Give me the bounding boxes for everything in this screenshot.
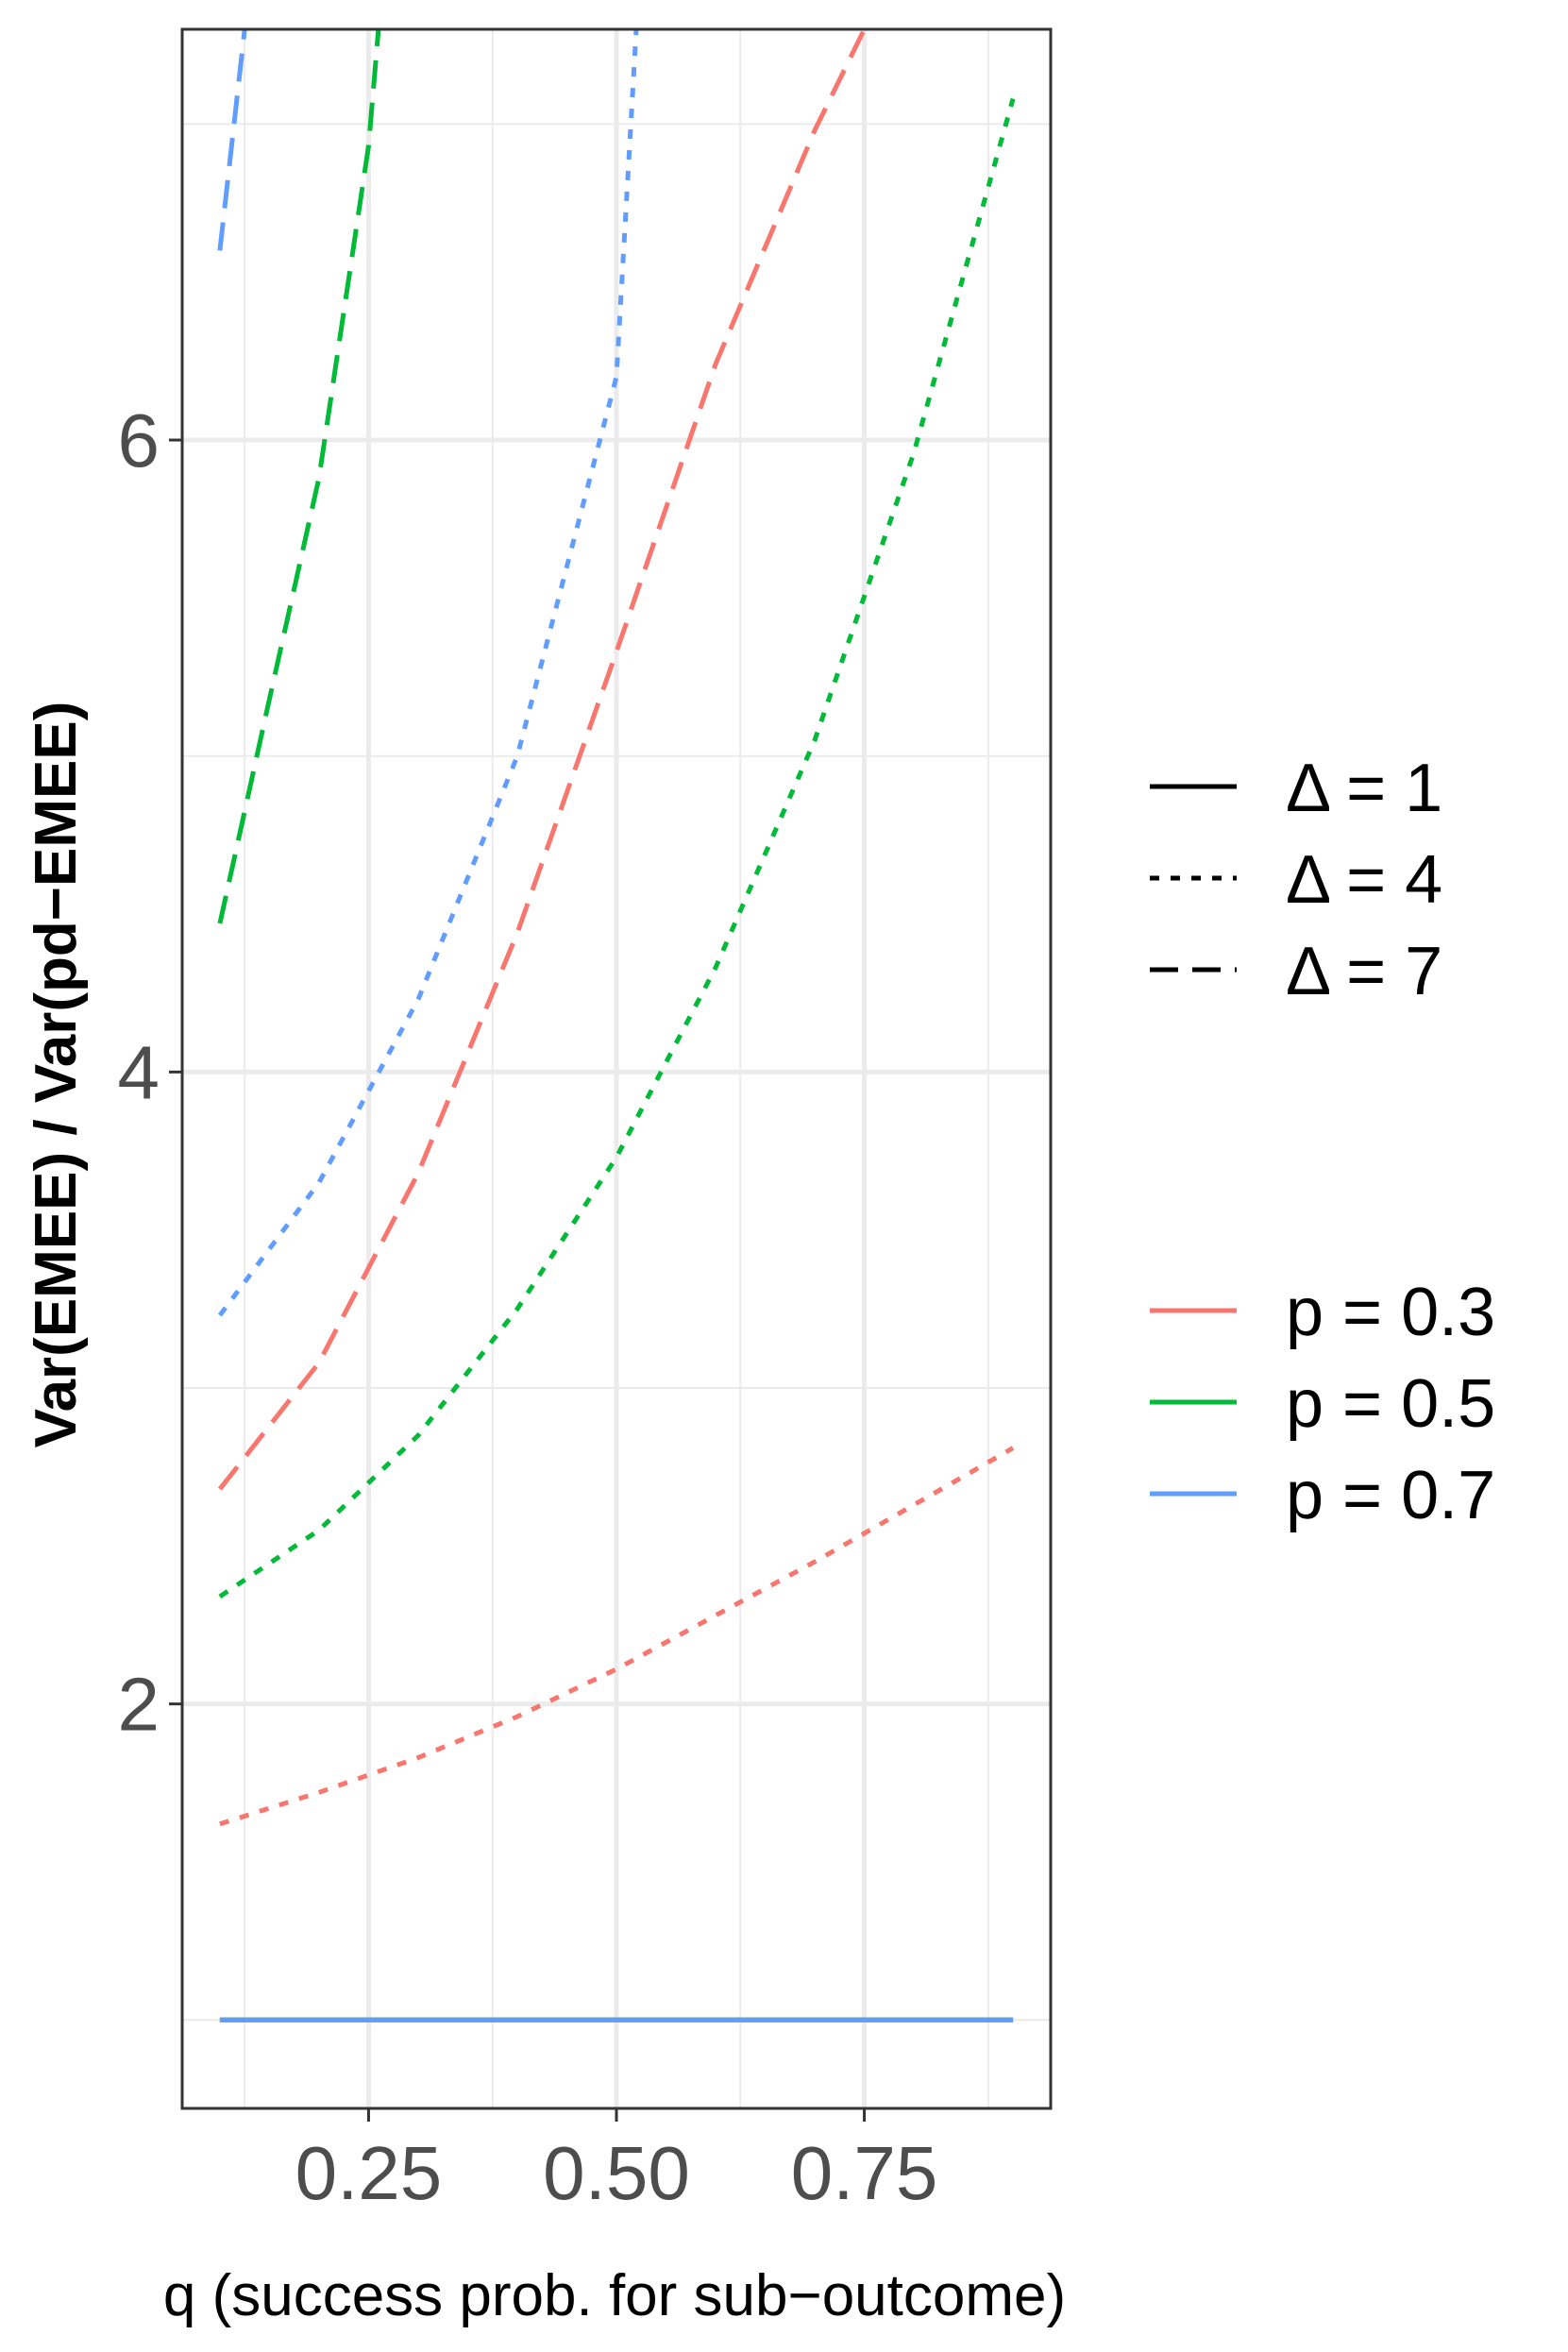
series-line-p0.7-delta4 bbox=[217, 29, 639, 1317]
y-tick-label: 6 bbox=[118, 398, 160, 482]
y-axis-title: Var(EMEE) / Var(pd−EMEE) bbox=[24, 702, 89, 1448]
legend-label-p: p = 0.5 bbox=[1286, 1366, 1495, 1442]
x-tick-label: 0.75 bbox=[791, 2131, 938, 2215]
legend-label-delta: Δ = 1 bbox=[1286, 751, 1442, 826]
legend-label-delta: Δ = 7 bbox=[1286, 934, 1442, 1009]
series-line-p0.7-delta7 bbox=[217, 29, 247, 251]
legend-label-delta: Δ = 4 bbox=[1286, 842, 1442, 918]
legend-label-p: p = 0.3 bbox=[1286, 1275, 1495, 1350]
legend-linetype: Δ = 1 Δ = 4 Δ = 7 bbox=[1150, 751, 1442, 1009]
legend-color: p = 0.3 p = 0.5 p = 0.7 bbox=[1150, 1275, 1495, 1533]
x-axis-title: q (success prob. for sub−outcome) bbox=[163, 2263, 1066, 2328]
y-tick-label: 4 bbox=[118, 1030, 160, 1114]
series-line-p0.3-delta7 bbox=[217, 29, 867, 1491]
legend-label-p: p = 0.7 bbox=[1286, 1458, 1495, 1533]
x-tick-label: 0.25 bbox=[295, 2131, 443, 2215]
x-tick-label: 0.50 bbox=[543, 2131, 690, 2215]
grid-major bbox=[182, 29, 1051, 2108]
series-line-p0.5-delta7 bbox=[217, 29, 381, 924]
series-group bbox=[217, 29, 1016, 2022]
series-layer bbox=[217, 29, 1016, 2022]
y-tick-label: 2 bbox=[118, 1663, 160, 1747]
tick-labels: 0.25 0.50 0.75 2 4 6 bbox=[118, 398, 938, 2215]
axis-ticks bbox=[169, 438, 867, 2122]
series-line-p0.3-delta4 bbox=[219, 1446, 1015, 1827]
